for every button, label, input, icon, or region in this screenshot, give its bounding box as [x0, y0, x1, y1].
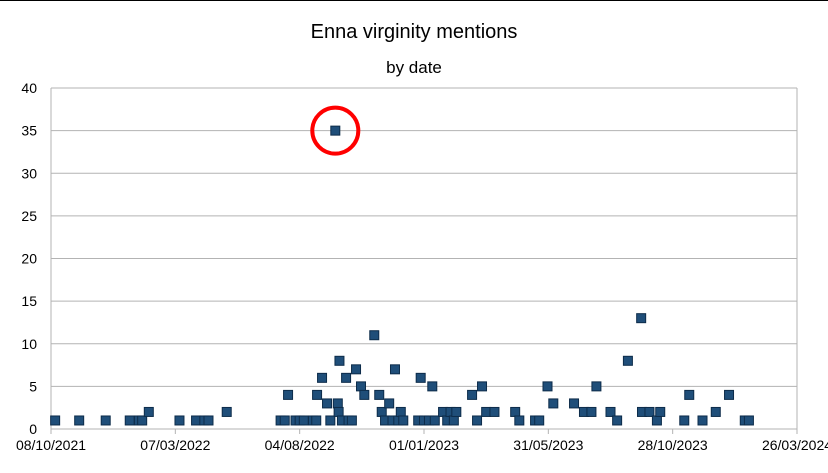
- chart-title: Enna virginity mentions: [310, 21, 518, 43]
- data-point: [655, 406, 666, 417]
- data-point: [100, 415, 111, 426]
- data-point: [341, 372, 352, 383]
- data-point: [514, 415, 525, 426]
- data-point: [622, 355, 633, 366]
- data-point: [697, 415, 708, 426]
- y-tick-label: 30: [21, 165, 37, 181]
- y-tick-label: 40: [21, 80, 37, 96]
- data-point: [395, 406, 406, 417]
- data-point: [346, 415, 357, 426]
- highlight-circle-annotation: [310, 105, 361, 156]
- data-point: [586, 406, 597, 417]
- data-point: [548, 398, 559, 409]
- data-point: [203, 415, 214, 426]
- y-tick-label: 20: [21, 251, 37, 267]
- y-tick-label: 15: [21, 293, 37, 309]
- data-point: [351, 364, 362, 375]
- x-tick-label: 28/10/2023: [638, 437, 708, 453]
- data-point: [221, 406, 232, 417]
- data-point: [429, 415, 440, 426]
- data-point: [684, 389, 695, 400]
- data-point: [191, 415, 202, 426]
- data-point: [311, 415, 322, 426]
- y-tick-label: 0: [29, 421, 37, 437]
- data-point: [374, 389, 385, 400]
- data-point: [143, 406, 154, 417]
- data-point: [330, 125, 341, 136]
- data-point: [451, 406, 462, 417]
- data-point: [279, 415, 290, 426]
- data-point: [325, 415, 336, 426]
- data-point: [50, 415, 61, 426]
- data-point: [369, 330, 380, 341]
- data-point: [415, 372, 426, 383]
- data-point: [636, 313, 647, 324]
- data-point: [481, 406, 492, 417]
- data-point: [724, 389, 735, 400]
- data-point: [534, 415, 545, 426]
- data-point: [542, 381, 553, 392]
- y-tick-label: 10: [21, 336, 37, 352]
- data-point: [137, 415, 148, 426]
- x-tick-label: 04/08/2022: [265, 437, 335, 453]
- x-tick-label: 07/03/2022: [140, 437, 210, 453]
- data-point: [124, 415, 135, 426]
- data-point: [489, 406, 500, 417]
- data-point: [298, 415, 309, 426]
- data-point: [472, 415, 483, 426]
- x-tick-label: 26/03/2024: [762, 437, 828, 453]
- data-point: [644, 406, 655, 417]
- data-point: [334, 355, 345, 366]
- data-point: [743, 415, 754, 426]
- data-point: [477, 381, 488, 392]
- data-point: [710, 406, 721, 417]
- data-point: [679, 415, 690, 426]
- data-point: [333, 406, 344, 417]
- y-tick-label: 35: [21, 123, 37, 139]
- data-point: [389, 364, 400, 375]
- data-point: [74, 415, 85, 426]
- data-point: [312, 389, 323, 400]
- data-point: [612, 415, 623, 426]
- y-tick-label: 25: [21, 208, 37, 224]
- data-point: [605, 406, 616, 417]
- data-point: [359, 389, 370, 400]
- data-point: [448, 415, 459, 426]
- x-tick-label: 08/10/2021: [16, 437, 86, 453]
- data-point: [651, 415, 662, 426]
- data-point: [322, 398, 333, 409]
- data-point: [317, 372, 328, 383]
- data-point: [467, 389, 478, 400]
- x-tick-label: 01/01/2023: [389, 437, 459, 453]
- chart-subtitle: by date: [386, 58, 442, 77]
- y-tick-label: 5: [29, 378, 37, 394]
- data-point: [427, 381, 438, 392]
- data-point: [283, 389, 294, 400]
- data-point: [376, 406, 387, 417]
- data-point: [356, 381, 367, 392]
- data-point: [398, 415, 409, 426]
- data-point: [510, 406, 521, 417]
- top-border-line: [0, 0, 828, 1]
- data-point: [174, 415, 185, 426]
- data-point: [332, 398, 343, 409]
- data-point: [591, 381, 602, 392]
- data-point: [569, 398, 580, 409]
- x-tick-label: 31/05/2023: [513, 437, 583, 453]
- data-point: [384, 398, 395, 409]
